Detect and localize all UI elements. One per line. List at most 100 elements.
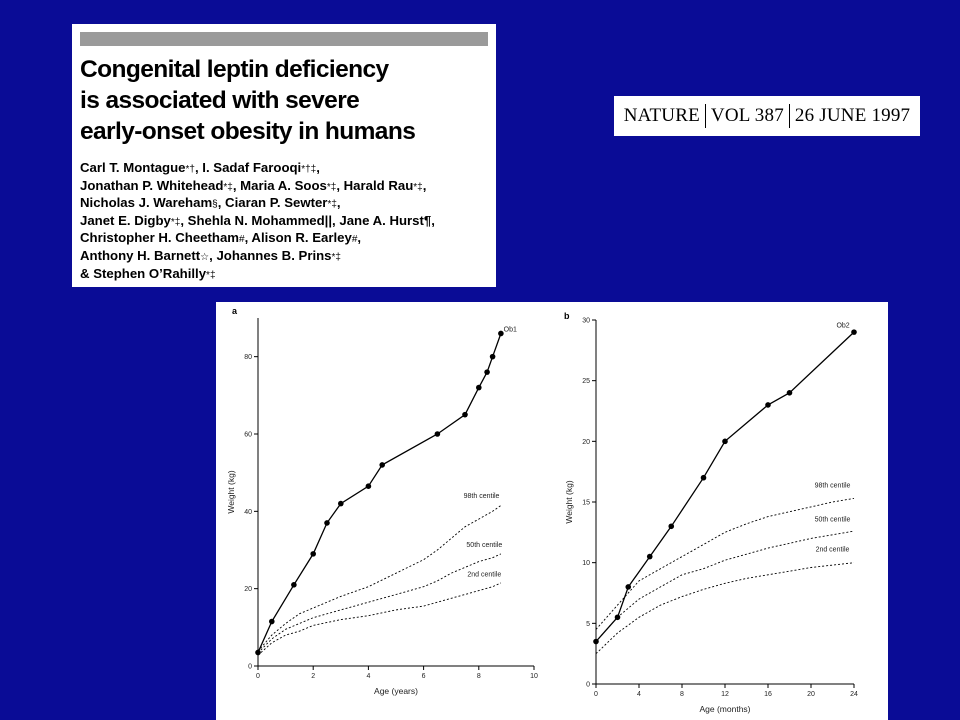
series-label: 2nd centile [816, 547, 850, 554]
affiliation-mark: *‡ [327, 199, 337, 211]
data-point [484, 369, 490, 375]
x-tick-label: 0 [594, 691, 598, 698]
y-tick-label: 40 [244, 509, 252, 516]
author-line: Anthony H. Barnett☆, Johannes B. Prins*‡ [80, 248, 494, 266]
affiliation-mark: *‡ [223, 181, 233, 193]
author-line: Nicholas J. Wareham§, Ciaran P. Sewter*‡… [80, 195, 494, 213]
affiliation-mark: *‡ [206, 269, 216, 281]
series-label: 50th centile [815, 516, 851, 523]
author-name: Anthony H. Barnett [80, 247, 201, 263]
series-label: 2nd centile [467, 571, 501, 578]
author-line: Carl T. Montague*†, I. Sadaf Farooqi*†‡, [80, 160, 494, 178]
y-axis-label: Weight (kg) [564, 480, 574, 523]
centile-series-line [257, 505, 502, 652]
patient-series-line [257, 333, 502, 653]
author-name: , Maria A. Soos [232, 177, 327, 193]
series-label: 50th centile [466, 542, 502, 549]
author-name: Nicholas J. Wareham [80, 195, 213, 211]
x-tick-label: 6 [422, 673, 426, 680]
y-tick-label: 15 [582, 500, 590, 507]
paper-title-card: Congenital leptin deficiency is associat… [72, 24, 496, 287]
author-line: & Stephen O’Rahilly*‡ [80, 266, 494, 284]
affiliation-mark: *‡ [170, 216, 181, 228]
affiliation-mark: # [351, 234, 358, 246]
data-point [700, 474, 707, 481]
data-point [365, 483, 372, 489]
x-tick-label: 0 [256, 673, 260, 680]
y-tick-label: 0 [586, 682, 590, 689]
author-name: , [316, 160, 320, 175]
series-label: Ob2 [836, 322, 849, 329]
centile-series-line [595, 530, 855, 642]
author-name: , Johannes B. Prins [209, 247, 332, 263]
data-point [786, 390, 793, 396]
panel-label: a [232, 306, 238, 316]
x-tick-label: 2 [311, 673, 315, 680]
affiliation-mark: *‡ [331, 251, 341, 263]
author-name: , I. Sadaf Farooqi [194, 160, 302, 175]
citation-separator [704, 104, 706, 128]
affiliation-mark: *† [185, 164, 195, 175]
data-point [489, 353, 496, 360]
y-tick-label: 20 [582, 439, 590, 446]
data-point [269, 618, 275, 625]
chart-panel-b: b 0 4 8 12 16 20 24 0 5 10 15 20 25 30 Age (months) Weig… [564, 311, 858, 714]
author-name: , [336, 195, 341, 211]
author-name: , Harald Rau [336, 177, 414, 193]
citation-separator [788, 104, 790, 128]
x-axis-label: Age (years) [374, 686, 418, 696]
series-label: Ob1 [504, 327, 517, 334]
citation-box: NATURE VOL 387 26 JUNE 1997 [614, 96, 920, 136]
x-tick-label: 24 [850, 691, 858, 698]
series-label: 98th centile [464, 493, 500, 500]
data-point [765, 402, 771, 408]
y-tick-label: 10 [582, 560, 590, 567]
data-point [462, 411, 468, 418]
affiliation-mark: *‡ [413, 181, 423, 193]
x-tick-label: 4 [366, 673, 370, 680]
author-name: & Stephen O’Rahilly [80, 265, 207, 281]
y-tick-label: 20 [244, 586, 252, 593]
x-tick-label: 10 [530, 673, 538, 680]
author-name: Christopher H. Cheetham [80, 230, 240, 246]
journal-name: NATURE [623, 105, 700, 126]
x-tick-label: 8 [680, 691, 684, 698]
volume-number: VOL 387 [710, 105, 784, 126]
x-tick-label: 8 [477, 673, 481, 680]
paper-title: Congenital leptin deficiency is associat… [80, 56, 416, 145]
author-name: , Alison R. Earley [244, 230, 352, 246]
y-tick-label: 5 [586, 621, 590, 628]
data-point [851, 329, 857, 335]
y-tick-label: 25 [582, 378, 590, 385]
patient-series-line [595, 331, 855, 642]
data-point [476, 384, 482, 391]
centile-series-line [595, 562, 855, 655]
author-name: Jonathan P. Whitehead [80, 177, 224, 193]
data-point [646, 553, 653, 560]
data-point [593, 638, 599, 645]
data-point [668, 523, 675, 530]
data-point [310, 551, 316, 557]
data-point [324, 520, 330, 526]
author-line: Christopher H. Cheetham#, Alison R. Earl… [80, 230, 494, 248]
centile-series-line [257, 553, 502, 654]
header-rule [80, 32, 488, 46]
data-point [379, 462, 385, 468]
author-list: Carl T. Montague*†, I. Sadaf Farooqi*†‡,… [80, 160, 494, 283]
data-point [291, 582, 297, 588]
panel-label: b [564, 311, 570, 321]
y-axis-label: Weight (kg) [226, 470, 236, 513]
data-point [625, 584, 632, 590]
x-axis-label: Age (months) [699, 704, 750, 714]
author-name: , [422, 177, 427, 193]
data-point [498, 330, 504, 337]
x-tick-label: 20 [807, 691, 815, 698]
growth-chart-figure: a 0 2 4 6 8 10 0 20 40 60 80 Age (years) Weight (kg) O… [216, 302, 888, 720]
author-name: , Ciaran P. Sewter [217, 195, 328, 211]
author-line: Janet E. Digby*‡, Shehla N. Mohammed||, … [80, 213, 494, 231]
author-line: Jonathan P. Whitehead*‡, Maria A. Soos*‡… [80, 178, 494, 196]
affiliation-mark: # [239, 234, 245, 246]
series-label: 98th centile [815, 482, 851, 489]
affiliation-mark: *†‡ [301, 164, 317, 175]
